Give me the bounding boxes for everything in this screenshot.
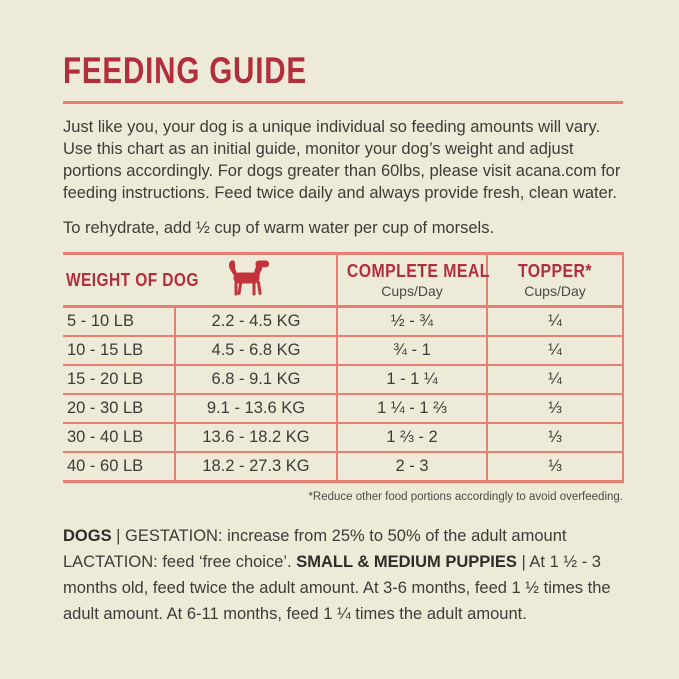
- dogs-label: DOGS: [63, 527, 112, 545]
- complete-meal-header-cell: COMPLETE MEAL Cups/Day: [336, 252, 490, 308]
- weight-kg-cell: 6.8 - 9.1 KG: [174, 365, 337, 395]
- topper-header: TOPPER*: [517, 261, 593, 281]
- page-title: FEEDING GUIDE: [63, 50, 307, 91]
- gestation-lactation-text: | GESTATION: increase from 25% to 50% of…: [63, 527, 567, 571]
- intro-paragraph: Just like you, your dog is a unique indi…: [63, 118, 621, 202]
- feeding-notes: DOGS | GESTATION: increase from 25% to 5…: [63, 523, 620, 627]
- table-row: 20 - 30 LB 9.1 - 13.6 KG 1 ¼ - 1 ⅔ ⅓: [63, 394, 624, 424]
- table-header-row: WEIGHT OF DOG: [63, 252, 624, 308]
- weight-kg-cell: 2.2 - 4.5 KG: [174, 306, 337, 337]
- weight-lb-cell: 15 - 20 LB: [63, 365, 175, 395]
- table-row: 15 - 20 LB 6.8 - 9.1 KG 1 - 1 ¼ ¼: [63, 365, 624, 395]
- weight-lb-cell: 5 - 10 LB: [63, 306, 175, 337]
- weight-kg-cell: 13.6 - 18.2 KG: [174, 423, 337, 453]
- weight-header-cell: WEIGHT OF DOG: [63, 252, 337, 308]
- table-row: 5 - 10 LB 2.2 - 4.5 KG ½ - ¾ ¼: [63, 306, 624, 337]
- weight-lb-cell: 30 - 40 LB: [63, 423, 175, 453]
- meal-cups-cell: 1 ¼ - 1 ⅔: [336, 394, 487, 424]
- table-row: 30 - 40 LB 13.6 - 18.2 KG 1 ⅔ - 2 ⅓: [63, 423, 624, 453]
- topper-cups-cell: ¼: [486, 306, 624, 337]
- weight-lb-cell: 20 - 30 LB: [63, 394, 175, 424]
- rehydrate-note: To rehydrate, add ½ cup of warm water pe…: [63, 219, 495, 237]
- dog-icon: [223, 257, 275, 304]
- weight-kg-cell: 18.2 - 27.3 KG: [174, 452, 337, 483]
- weight-lb-cell: 40 - 60 LB: [63, 452, 175, 483]
- topper-header-cell: TOPPER* Cups/Day: [486, 252, 624, 308]
- topper-cups-cell: ⅓: [486, 423, 624, 453]
- topper-cups-cell: ⅓: [486, 394, 624, 424]
- meal-cups-cell: ¾ - 1: [336, 336, 487, 366]
- complete-meal-header: COMPLETE MEAL: [346, 261, 490, 281]
- meal-cups-cell: ½ - ¾: [336, 306, 487, 337]
- table-row: 40 - 60 LB 18.2 - 27.3 KG 2 - 3 ⅓: [63, 452, 624, 483]
- weight-of-dog-header: WEIGHT OF DOG: [66, 270, 199, 290]
- table-row: 10 - 15 LB 4.5 - 6.8 KG ¾ - 1 ¼: [63, 336, 624, 366]
- meal-cups-cell: 1 - 1 ¼: [336, 365, 487, 395]
- weight-kg-cell: 9.1 - 13.6 KG: [174, 394, 337, 424]
- topper-cups-cell: ¼: [486, 336, 624, 366]
- meal-cups-cell: 2 - 3: [336, 452, 487, 483]
- weight-kg-cell: 4.5 - 6.8 KG: [174, 336, 337, 366]
- feeding-table: WEIGHT OF DOG: [63, 252, 624, 483]
- topper-cups-cell: ⅓: [486, 452, 624, 483]
- puppies-label: SMALL & MEDIUM PUPPIES: [296, 553, 517, 571]
- puppies-text: | At 1 ½ - 3 months old, feed twice the …: [63, 553, 611, 623]
- title-divider: [63, 101, 623, 104]
- meal-cups-cell: 1 ⅔ - 2: [336, 423, 487, 453]
- topper-units: Cups/Day: [524, 283, 586, 299]
- weight-lb-cell: 10 - 15 LB: [63, 336, 175, 366]
- label-content: FEEDING GUIDE Just like you, your dog is…: [63, 50, 624, 627]
- table-footnote: *Reduce other food portions accordingly …: [308, 491, 623, 503]
- complete-meal-units: Cups/Day: [381, 283, 443, 299]
- topper-cups-cell: ¼: [486, 365, 624, 395]
